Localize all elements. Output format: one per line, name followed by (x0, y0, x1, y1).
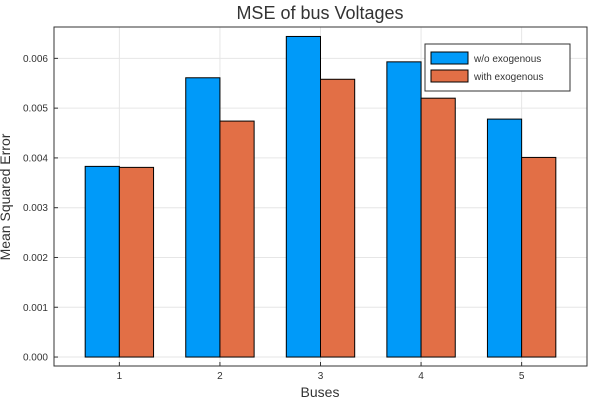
bar-wo-exogenous-bus-5 (486, 118, 523, 358)
y-tick-label: 0.000 (23, 353, 48, 364)
x-axis-label: Buses (301, 384, 340, 400)
x-tick-label: 4 (418, 371, 424, 382)
y-tick-label: 0.002 (23, 253, 48, 264)
x-tick-label: 1 (117, 371, 123, 382)
bars (84, 35, 557, 358)
legend-swatch-with-exogenous (430, 69, 469, 83)
legend: w/o exogenous with exogenous (424, 43, 571, 92)
legend-label-with-exogenous: with exogenous (473, 72, 544, 83)
bar-with-exogenous-bus-2 (219, 120, 255, 358)
y-tick-label: 0.001 (23, 303, 48, 314)
bar-wo-exogenous-bus-1 (84, 165, 120, 358)
x-tick-label: 5 (519, 371, 525, 382)
bar-with-exogenous-bus-3 (320, 78, 356, 358)
bar-with-exogenous-bus-4 (420, 97, 456, 358)
legend-swatch-wo-exogenous (430, 51, 469, 65)
bar-with-exogenous-bus-5 (521, 156, 557, 358)
bar-with-exogenous-bus-1 (118, 166, 155, 358)
x-tick-label: 3 (318, 371, 324, 382)
bar-wo-exogenous-bus-2 (185, 77, 221, 358)
bar-wo-exogenous-bus-3 (285, 35, 322, 358)
y-axis-label: Mean Squared Error (0, 133, 13, 260)
axis-ticks: 0.000 0.001 0.002 0.003 0.004 0.005 0.006 1 2 3 4 5 (23, 54, 525, 382)
y-tick-label: 0.005 (23, 104, 48, 115)
chart-title: MSE of bus Voltages (236, 3, 403, 23)
legend-box (424, 43, 571, 92)
bar-wo-exogenous-bus-4 (386, 61, 422, 358)
x-tick-label: 2 (217, 371, 223, 382)
y-tick-label: 0.003 (23, 203, 48, 214)
legend-label-wo-exogenous: w/o exogenous (473, 54, 541, 65)
y-tick-label: 0.006 (23, 54, 48, 65)
y-tick-label: 0.004 (23, 153, 48, 164)
